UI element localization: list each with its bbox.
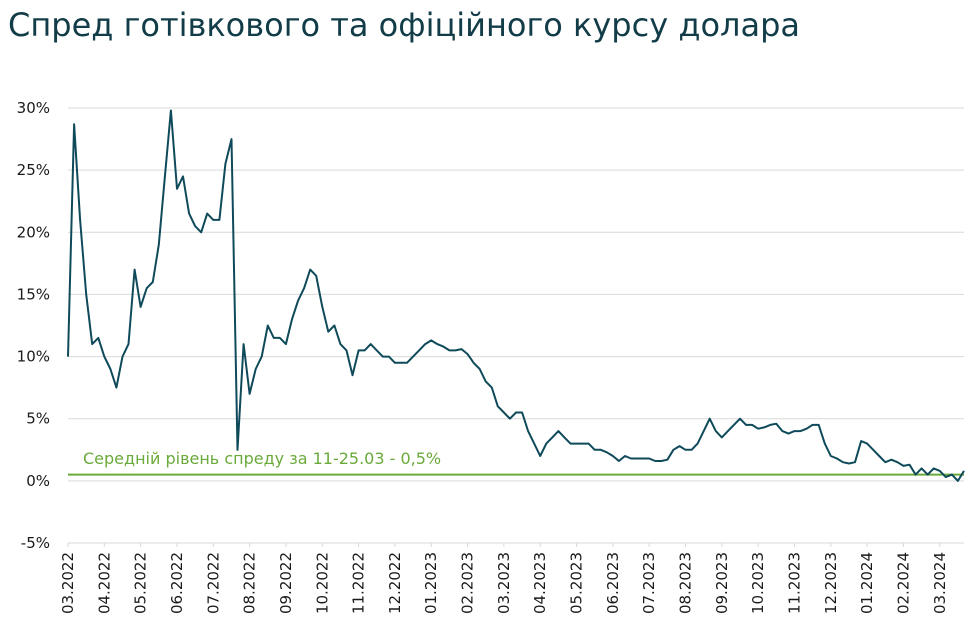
x-tick-label: 05.2022 — [132, 552, 150, 614]
x-tick-label: 01.2024 — [858, 552, 876, 614]
x-tick-label: 09.2022 — [277, 552, 295, 614]
x-tick-label: 03.2024 — [931, 552, 949, 614]
x-tick-label: 06.2023 — [604, 552, 622, 614]
x-tick-label: 04.2023 — [531, 552, 549, 614]
y-tick-label: 0% — [26, 472, 50, 490]
y-tick-label: 15% — [17, 285, 50, 303]
y-tick-label: 25% — [17, 161, 50, 179]
x-tick-label: 12.2023 — [822, 552, 840, 614]
x-tick-label: 03.2023 — [495, 552, 513, 614]
x-tick-label: 09.2023 — [713, 552, 731, 614]
x-tick-label: 10.2023 — [749, 552, 767, 614]
y-tick-label: 10% — [17, 348, 50, 366]
x-tick-label: 05.2023 — [568, 552, 586, 614]
x-tick-label: 07.2023 — [640, 552, 658, 614]
chart-title: Спред готівкового та офіційного курсу до… — [8, 6, 800, 44]
reference-label: Середній рівень спреду за 11-25.03 - 0,5… — [83, 449, 441, 468]
y-tick-label: -5% — [21, 534, 50, 552]
x-tick-label: 11.2023 — [785, 552, 803, 614]
data-line — [67, 109, 965, 482]
x-tick-label: 12.2022 — [386, 552, 404, 614]
y-tick-label: 30% — [17, 99, 50, 117]
x-tick-label: 08.2022 — [241, 552, 259, 614]
x-tick-label: 04.2022 — [95, 552, 113, 614]
x-tick-label: 06.2022 — [168, 552, 186, 614]
x-tick-label: 02.2024 — [894, 552, 912, 614]
x-tick-label: 07.2022 — [204, 552, 222, 614]
x-tick-label: 01.2023 — [422, 552, 440, 614]
x-tick-label: 03.2022 — [59, 552, 77, 614]
y-tick-label: 20% — [17, 223, 50, 241]
x-tick-label: 02.2023 — [459, 552, 477, 614]
x-tick-label: 08.2023 — [677, 552, 695, 614]
y-tick-label: 5% — [26, 410, 50, 428]
x-tick-label: 10.2022 — [313, 552, 331, 614]
x-tick-label: 11.2022 — [350, 552, 368, 614]
